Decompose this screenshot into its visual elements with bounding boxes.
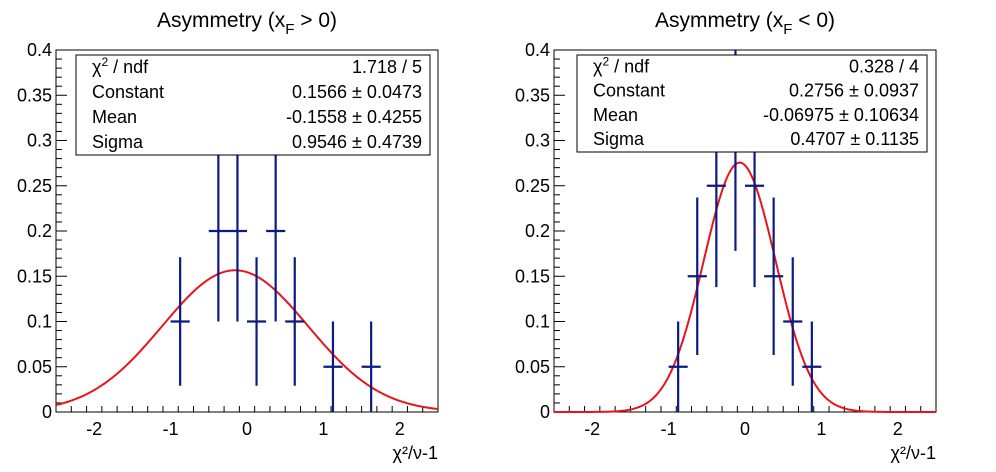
stats-label: Constant — [92, 82, 164, 102]
chart-title-subscript: F — [783, 21, 792, 38]
x-tick-label: 2 — [395, 419, 405, 439]
y-tick-label: 0.25 — [17, 176, 52, 196]
gaussian-fit-curve — [554, 161, 936, 413]
stats-label: Mean — [92, 107, 137, 127]
x-tick-label: 1 — [816, 419, 826, 439]
chart-panel-1: Asymmetry (xF > 0) 0 0.05 0.1 0.15 0.2 0.25 0.3… — [17, 9, 439, 463]
chart-title: Asymmetry (xF > 0) — [157, 9, 337, 38]
y-tick-label: 0.4 — [27, 40, 52, 60]
data-point — [285, 257, 305, 386]
stats-label: χ2 / ndf — [593, 54, 650, 76]
data-point — [783, 257, 803, 386]
chi-exponent: 2 — [101, 55, 108, 69]
y-tick-label: 0.4 — [525, 40, 550, 60]
chart-title-tail: > 0) — [294, 9, 337, 32]
y-tick-label: 0 — [42, 402, 52, 422]
chart-title-main: Asymmetry (x — [157, 9, 286, 32]
chi-symbol: χ — [593, 56, 603, 76]
ndf-label: / ndf — [108, 57, 149, 77]
stats-label: Sigma — [593, 129, 645, 149]
y-tick-label: 0.05 — [17, 357, 52, 377]
data-point — [170, 257, 190, 386]
chart-title-subscript: F — [285, 21, 294, 38]
stats-box — [75, 54, 431, 156]
x-tick-label: -1 — [163, 419, 179, 439]
x-tick-label: -1 — [661, 419, 677, 439]
chi-exponent: 2 — [602, 54, 609, 68]
stats-label: χ2 / ndf — [92, 55, 149, 77]
chart-title-tail: < 0) — [792, 9, 835, 32]
x-tick-label: 1 — [318, 419, 328, 439]
data-point — [802, 321, 822, 412]
x-tick-label: 0 — [740, 419, 750, 439]
stats-value: 0.1566 ± 0.0473 — [292, 82, 422, 102]
y-tick-label: 0.15 — [17, 266, 52, 286]
data-point — [668, 321, 688, 412]
x-tick-label: 2 — [893, 419, 903, 439]
stats-value: 0.2756 ± 0.0937 — [789, 81, 919, 101]
stats-label: Sigma — [92, 132, 144, 152]
x-tick-label: -2 — [86, 419, 102, 439]
stats-label: Mean — [593, 105, 638, 125]
chart-title-main: Asymmetry (x — [655, 9, 784, 32]
stats-value: 0.328 / 4 — [849, 56, 919, 76]
stats-value: -0.06975 ± 0.10634 — [763, 105, 919, 125]
stats-value: 0.4707 ± 0.1135 — [790, 129, 919, 149]
y-tick-label: 0.2 — [525, 221, 550, 241]
x-axis-title: χ²/ν-1 — [393, 443, 438, 463]
chart-title: Asymmetry (xF < 0) — [655, 9, 835, 38]
gaussian-fit-curve — [55, 269, 439, 411]
data-point — [247, 257, 267, 386]
ndf-label: / ndf — [609, 56, 650, 76]
y-tick-label: 0.35 — [515, 85, 550, 105]
stats-label: Constant — [593, 81, 665, 101]
data-point — [764, 197, 784, 355]
data-point — [323, 321, 343, 412]
data-point — [208, 140, 228, 322]
y-tick-label: 0.3 — [27, 131, 52, 151]
data-point — [227, 140, 247, 322]
y-tick-label: 0.05 — [515, 357, 550, 377]
y-tick-label: 0.15 — [515, 266, 550, 286]
stats-value: 1.718 / 5 — [352, 57, 422, 77]
x-tick-label: 0 — [242, 419, 252, 439]
y-tick-label: 0.3 — [525, 131, 550, 151]
y-tick-label: 0 — [540, 402, 550, 422]
stats-value: 0.9546 ± 0.4739 — [292, 132, 422, 152]
y-tick-label: 0.2 — [27, 221, 52, 241]
y-tick-label: 0.1 — [27, 312, 52, 332]
x-axis-title: χ²/ν-1 — [891, 443, 936, 463]
stats-value: -0.1558 ± 0.4255 — [286, 107, 422, 127]
chi-symbol: χ — [92, 57, 102, 77]
x-tick-label: -2 — [584, 419, 600, 439]
y-tick-label: 0.1 — [525, 312, 550, 332]
data-point — [266, 140, 286, 322]
chart-panel-2: Asymmetry (xF < 0) 0 0.05 0.1 0.15 0.2 0.25 0.3… — [515, 9, 937, 463]
y-tick-label: 0.25 — [515, 176, 550, 196]
data-point — [687, 197, 707, 355]
data-point — [361, 321, 381, 412]
stats-box — [576, 54, 928, 153]
y-tick-label: 0.35 — [17, 85, 52, 105]
